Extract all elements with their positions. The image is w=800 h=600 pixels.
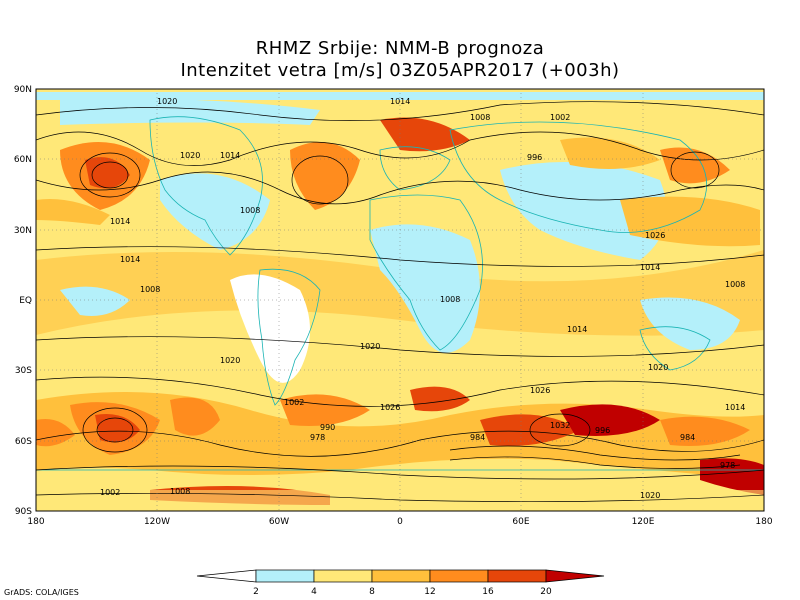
longitude-ticks: 180 120W 60W 0 60E 120E 180 <box>27 517 772 527</box>
colorbar-min-arrow <box>196 569 257 583</box>
lon-tick: 60E <box>512 517 529 527</box>
lon-tick: 120E <box>632 517 655 527</box>
isobar-label: 1014 <box>640 263 660 272</box>
isobar-label: 1020 <box>220 356 240 365</box>
wind-speed-field <box>36 89 764 511</box>
isobar-label: 1020 <box>360 342 380 351</box>
lat-tick: 60S <box>15 437 32 447</box>
isobar-label: 1032 <box>550 421 570 430</box>
colorbar-label: 16 <box>482 587 494 597</box>
lat-tick: 30N <box>14 226 32 236</box>
map-subtitle: Intenzitet vetra [m/s] 03Z05APR2017 (+00… <box>180 60 620 81</box>
lat-tick: EQ <box>19 296 32 306</box>
colorbar-label: 2 <box>253 587 259 597</box>
isobar-label: 984 <box>680 433 695 442</box>
isobar-label: 1008 <box>140 285 160 294</box>
isobar-label: 1002 <box>550 113 570 122</box>
graticule <box>36 89 764 511</box>
isobar-label: 1008 <box>470 113 490 122</box>
colorbar-segment <box>255 569 315 583</box>
colorbar-label: 4 <box>311 587 317 597</box>
isobar-label: 978 <box>310 433 325 442</box>
colorbar-label: 12 <box>424 587 435 597</box>
isobar-label: 1002 <box>284 398 304 407</box>
isobar-label: 1014 <box>567 325 587 334</box>
isobar-label: 1008 <box>240 206 260 215</box>
colorbar-segment <box>313 569 373 583</box>
isobar-label: 1020 <box>180 151 200 160</box>
isobar-label: 1020 <box>648 363 668 372</box>
lat-tick: 90S <box>15 507 32 517</box>
isobar-label: 1014 <box>390 97 410 106</box>
isobar-labels: 1020 1014 1008 1002 996 990 984 978 1026… <box>100 97 745 500</box>
isobar-label: 1008 <box>440 295 460 304</box>
isobar-label: 1008 <box>725 280 745 289</box>
isobar-label: 1014 <box>110 217 130 226</box>
lat-tick: 90N <box>14 85 32 95</box>
isobar-label: 984 <box>470 433 485 442</box>
isobar-label: 990 <box>320 423 335 432</box>
lon-tick: 180 <box>27 517 44 527</box>
colorbar-segment <box>487 569 547 583</box>
colorbar-segment <box>371 569 431 583</box>
lon-tick: 180 <box>755 517 772 527</box>
isobar-label: 1014 <box>220 151 240 160</box>
lon-tick: 0 <box>397 517 403 527</box>
isobar-label: 978 <box>720 461 735 470</box>
isobar-label: 1014 <box>725 403 745 412</box>
isobar-label: 996 <box>595 426 610 435</box>
colorbar: 2 4 8 12 16 20 <box>196 569 605 597</box>
isobar-label: 1026 <box>530 386 550 395</box>
map-title: RHMZ Srbije: NMM-B prognoza <box>255 38 545 59</box>
isobar-label: 1020 <box>640 491 660 500</box>
lat-tick: 60N <box>14 155 32 165</box>
colorbar-label: 8 <box>369 587 375 597</box>
latitude-ticks: 90N 60N 30N EQ 30S 60S 90S <box>14 85 32 517</box>
colorbar-max-arrow <box>545 569 605 583</box>
isobar-label: 1026 <box>645 231 665 240</box>
isobar-label: 1002 <box>100 488 120 497</box>
lon-tick: 60W <box>269 517 289 527</box>
lat-tick: 30S <box>15 366 32 376</box>
isobar-label: 1008 <box>170 487 190 496</box>
isobar-label: 1014 <box>120 255 140 264</box>
lon-tick: 120W <box>144 517 170 527</box>
colorbar-segment <box>429 569 489 583</box>
isobar-label: 1026 <box>380 403 400 412</box>
colorbar-label: 20 <box>540 587 552 597</box>
grads-credit: GrADS: COLA/IGES <box>4 588 79 597</box>
isobar-label: 996 <box>527 153 542 162</box>
isobar-label: 1020 <box>157 97 177 106</box>
